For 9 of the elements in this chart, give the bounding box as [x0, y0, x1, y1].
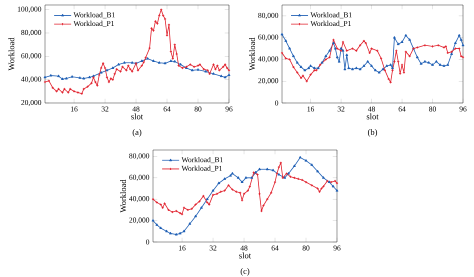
text: (b)	[368, 129, 378, 137]
text: (c)	[240, 268, 250, 276]
y-axis-title: Workload	[8, 38, 14, 71]
x-axis-title: slot	[366, 113, 379, 120]
x-axis-title: slot	[239, 252, 252, 258]
text: (a)	[132, 129, 142, 137]
y-axis-title: Workload	[120, 180, 126, 213]
y-axis-title: Workload	[249, 38, 256, 71]
x-axis-title: slot	[131, 113, 144, 120]
